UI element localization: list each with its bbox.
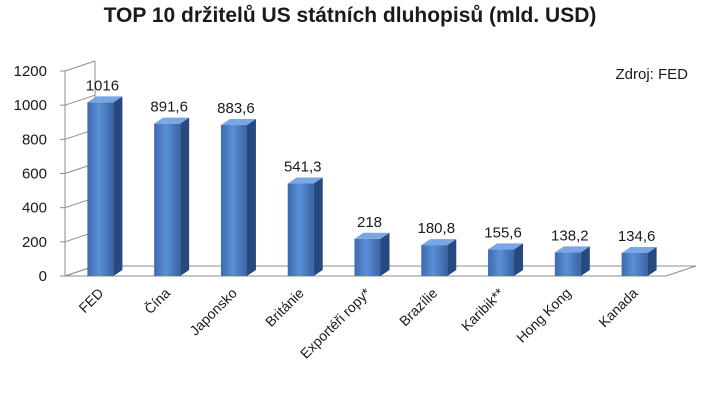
category-label: Karibik** <box>458 284 508 334</box>
category-label: Hong Kong <box>513 285 574 346</box>
bar-front <box>621 253 648 276</box>
bar-side <box>647 247 657 276</box>
category-label: Čína <box>141 285 173 317</box>
bar <box>621 247 657 276</box>
data-label: 1016 <box>86 77 119 94</box>
y-tick-label: 400 <box>22 200 47 217</box>
bar <box>354 232 390 276</box>
bar-side <box>113 96 123 276</box>
data-label: 891,6 <box>150 99 188 116</box>
data-label: 883,6 <box>217 100 255 117</box>
bar-top <box>87 96 123 103</box>
bar-top <box>154 117 190 124</box>
bar-front <box>354 238 381 276</box>
bar-front <box>154 123 181 276</box>
data-label: 541,3 <box>284 159 322 176</box>
data-label: 134,6 <box>618 228 656 245</box>
category-label: Japonsko <box>186 285 240 339</box>
bar <box>87 96 123 276</box>
bar <box>220 119 256 276</box>
bar-top <box>354 232 390 239</box>
bar-top <box>421 239 457 246</box>
data-label: 180,8 <box>418 220 456 237</box>
y-tick-label: 1200 <box>14 63 47 80</box>
y-tick-label: 600 <box>22 166 47 183</box>
bar <box>287 177 323 276</box>
bar-side <box>313 177 323 276</box>
bar-front <box>488 249 515 276</box>
bar-side <box>514 243 524 276</box>
category-label: Británie <box>262 285 307 330</box>
category-label: Kanada <box>595 285 641 331</box>
category-label: FED <box>75 285 106 316</box>
bar-top <box>621 247 657 254</box>
wall-tick <box>64 94 96 106</box>
data-label: 218 <box>357 214 382 231</box>
source-annotation: Zdroj: FED <box>615 66 688 83</box>
bar-front <box>554 252 581 276</box>
bar-side <box>447 239 457 276</box>
bar-front <box>421 245 448 276</box>
bar <box>554 246 590 276</box>
y-tick-label: 1000 <box>14 97 47 114</box>
data-label: 155,6 <box>484 224 522 241</box>
chart-title: TOP 10 držitelů US státních dluhopisů (m… <box>104 4 597 27</box>
bars-group <box>87 96 657 276</box>
bar-top <box>287 177 323 184</box>
y-tick-label: 0 <box>39 268 47 285</box>
bar-front <box>87 102 114 276</box>
bar-side <box>180 117 190 276</box>
bar-top <box>488 243 524 250</box>
bar <box>154 117 190 276</box>
bar <box>421 239 457 276</box>
data-label: 138,2 <box>551 227 589 244</box>
bar-front <box>220 125 247 276</box>
category-label: Brazílie <box>396 285 440 329</box>
bar-front <box>287 183 314 276</box>
bar-side <box>580 246 590 276</box>
bar-top <box>220 119 256 126</box>
wall-tick <box>64 60 96 72</box>
y-tick-label: 800 <box>22 131 47 148</box>
bar-side <box>380 232 390 276</box>
bar-top <box>554 246 590 253</box>
bar <box>488 243 524 276</box>
bar-side <box>246 119 256 276</box>
category-label: Exportéři ropy* <box>297 284 374 361</box>
y-tick-label: 200 <box>22 234 47 251</box>
